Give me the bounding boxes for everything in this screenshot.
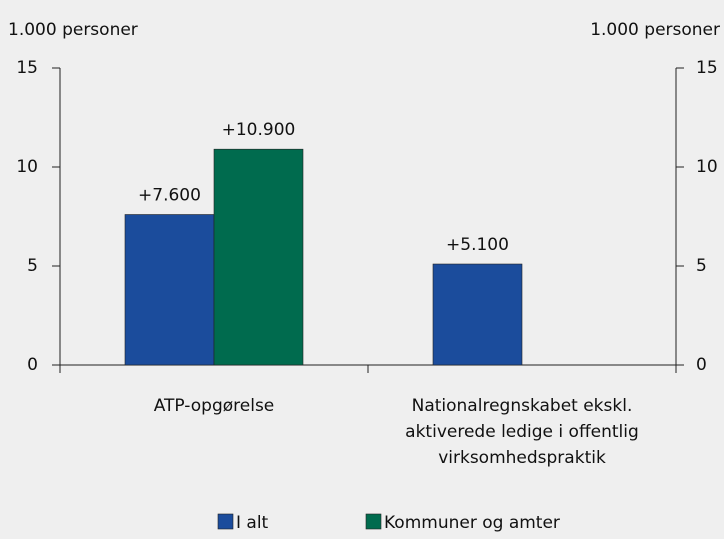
y2-tick-label: 0 <box>696 355 707 375</box>
value-label: +10.900 <box>222 120 296 140</box>
y2-tick-label: 15 <box>696 58 718 78</box>
legend-label: Kommuner og amter <box>384 513 560 533</box>
y-axis-title: 1.000 personer <box>8 20 138 40</box>
y-tick-label: 10 <box>16 157 38 177</box>
bar <box>213 148 304 366</box>
x-tick-label: ATP-opgørelse <box>153 396 275 416</box>
y-tick-label: 5 <box>27 256 38 276</box>
y-tick-label: 15 <box>16 58 38 78</box>
legend-label: I alt <box>236 513 269 533</box>
y2-tick-label: 5 <box>696 256 707 276</box>
y-tick-label: 0 <box>27 355 38 375</box>
y2-tick-label: 10 <box>696 157 718 177</box>
value-label: +7.600 <box>138 186 201 206</box>
x-tick-label: Nationalregnskabet ekskl. aktiverede led… <box>405 396 639 468</box>
bar <box>432 263 523 366</box>
legend-swatch <box>217 513 234 530</box>
value-label: +5.100 <box>446 235 509 255</box>
legend-swatch <box>365 513 382 530</box>
y2-axis-title: 1.000 personer <box>590 20 720 40</box>
bar <box>124 214 215 366</box>
